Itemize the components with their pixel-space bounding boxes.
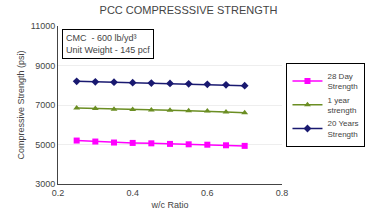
svg-text:28 DayStrength: 28 DayStrength: [327, 72, 357, 91]
svg-text:0.2: 0.2: [52, 188, 65, 198]
svg-text:3000: 3000: [35, 179, 55, 189]
svg-text:0.8: 0.8: [276, 188, 289, 198]
svg-text:w/c Ratio: w/c Ratio: [150, 200, 188, 210]
svg-text:Compressive Strength (psi): Compressive Strength (psi): [16, 50, 26, 159]
svg-text:1 yearstrength: 1 yearstrength: [327, 96, 356, 115]
svg-text:CMC - 600 lb/yd³Unit Weight -: CMC - 600 lb/yd³Unit Weight - 145 pcf: [66, 33, 150, 55]
svg-text:5000: 5000: [35, 140, 55, 150]
svg-text:0.4: 0.4: [126, 188, 139, 198]
svg-text:20 YearsStrength: 20 YearsStrength: [327, 119, 358, 138]
svg-text:7000: 7000: [35, 100, 55, 110]
svg-text:9000: 9000: [35, 61, 55, 71]
svg-text:11000: 11000: [31, 21, 55, 31]
svg-text:PCC COMPRESSSIVE STRENGTH: PCC COMPRESSSIVE STRENGTH: [100, 4, 278, 16]
svg-text:0.6: 0.6: [201, 188, 214, 198]
